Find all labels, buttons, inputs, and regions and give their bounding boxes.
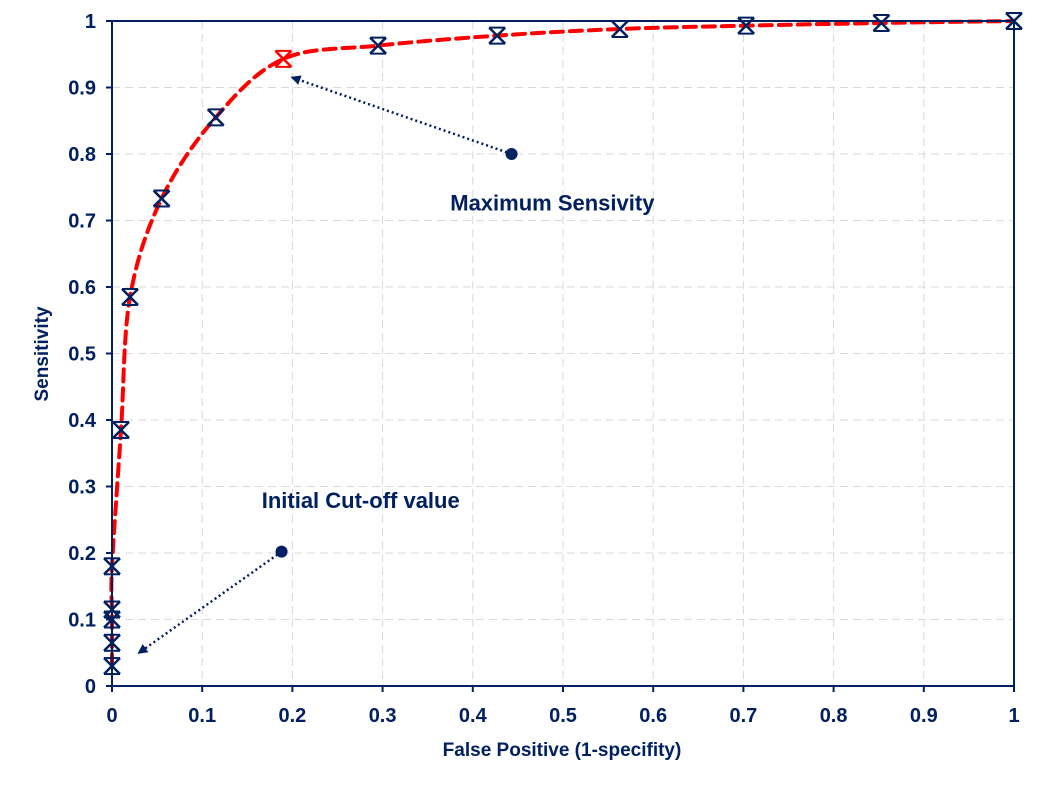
data-point <box>121 287 139 306</box>
marker-stroke <box>274 50 293 68</box>
x-tick-label: 0.6 <box>639 705 667 727</box>
tick-labels: 0 0.1 0.2 0.3 0.4 0.5 0.6 0.7 0.8 0.9 1 0 0.1 0.2 0.3 0… <box>68 11 1019 727</box>
marker-stroke <box>152 189 171 208</box>
annotation-arrow <box>290 75 512 156</box>
marker-stroke <box>121 288 139 306</box>
y-tick-label: 0.1 <box>68 610 96 632</box>
y-tick-label: 0.8 <box>68 144 96 166</box>
data-point <box>112 420 130 439</box>
data-point <box>488 26 507 45</box>
x-axis-title: False Positive (1-specifity) <box>443 740 682 761</box>
y-tick-label: 0.7 <box>68 211 96 233</box>
y-tick-label: 0.5 <box>68 344 96 366</box>
highlight-marker <box>274 49 293 68</box>
y-tick-label: 0.2 <box>68 543 96 565</box>
x-tick-label: 0 <box>106 705 117 727</box>
marker-stroke <box>112 421 130 439</box>
y-tick-label: 0.9 <box>68 78 96 100</box>
data-point <box>206 108 225 127</box>
y-axis-title: Sensitivity <box>32 306 53 401</box>
annotation-dot <box>275 545 288 558</box>
x-tick-label: 0.7 <box>729 705 757 727</box>
annotation-label: Initial Cut-off value <box>262 488 460 513</box>
data-point <box>872 13 891 32</box>
x-tick-label: 0.9 <box>910 705 938 727</box>
marker-stroke <box>488 26 507 45</box>
y-tick-label: 0.6 <box>68 277 96 299</box>
gridlines <box>112 21 1014 686</box>
x-tick-label: 0.4 <box>459 705 488 727</box>
annotation-dot <box>505 148 518 160</box>
x-tick-label: 0.2 <box>278 705 306 727</box>
y-tick-label: 0.3 <box>68 477 96 499</box>
annotation-label: Maximum Sensivity <box>450 191 655 216</box>
marker-stroke <box>369 36 387 55</box>
data-point <box>369 36 387 55</box>
marker-stroke <box>872 14 891 32</box>
marker-stroke <box>206 108 225 127</box>
data-point <box>152 189 171 208</box>
y-tick-label: 0 <box>85 676 96 698</box>
x-tick-label: 0.1 <box>188 705 216 727</box>
marker-stroke <box>610 20 629 38</box>
y-tick-label: 0.4 <box>68 410 97 432</box>
x-tick-label: 0.8 <box>820 705 848 727</box>
x-tick-label: 0.3 <box>369 705 397 727</box>
annotations: Maximum Sensivity Initial Cut-off value <box>137 75 655 654</box>
x-tick-label: 0.5 <box>549 705 577 727</box>
x-tick-label: 1 <box>1008 705 1019 727</box>
y-tick-label: 1 <box>85 11 96 33</box>
annotation-arrow <box>137 550 283 654</box>
